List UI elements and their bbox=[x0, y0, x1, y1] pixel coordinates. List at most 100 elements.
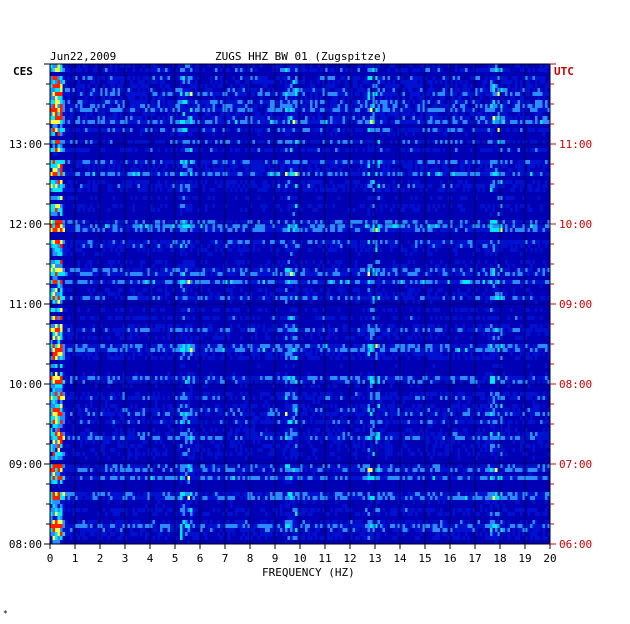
heat-cell bbox=[240, 160, 243, 164]
heat-cell bbox=[525, 240, 528, 244]
heat-cell bbox=[370, 204, 373, 208]
heat-cell bbox=[320, 104, 323, 108]
heat-cell bbox=[57, 220, 60, 224]
heat-cell bbox=[147, 164, 150, 168]
heat-cell bbox=[380, 96, 383, 100]
heat-cell bbox=[160, 228, 163, 232]
heat-cell bbox=[135, 104, 138, 108]
heat-cell bbox=[502, 224, 505, 228]
heat-cell bbox=[267, 172, 270, 176]
heat-cell bbox=[110, 116, 113, 120]
heat-cell bbox=[185, 172, 188, 176]
heat-cell bbox=[230, 268, 233, 272]
heat-cell bbox=[217, 120, 220, 124]
heat-cell bbox=[457, 240, 460, 244]
heat-cell bbox=[65, 172, 68, 176]
heat-cell bbox=[75, 128, 78, 132]
heat-cell bbox=[137, 188, 140, 192]
heat-cell bbox=[322, 100, 325, 104]
heat-cell bbox=[52, 276, 55, 280]
heat-cell bbox=[430, 120, 433, 124]
heat-cell bbox=[60, 68, 63, 72]
heat-cell bbox=[290, 128, 293, 132]
heat-cell bbox=[377, 140, 380, 144]
heat-cell bbox=[175, 148, 178, 152]
heat-cell bbox=[232, 120, 235, 124]
heat-cell bbox=[250, 280, 253, 284]
heat-cell bbox=[365, 96, 368, 100]
heat-cell bbox=[70, 188, 73, 192]
heat-cell bbox=[460, 204, 463, 208]
heat-cell bbox=[120, 108, 123, 112]
heat-cell bbox=[160, 68, 163, 72]
heat-cell bbox=[182, 244, 185, 248]
heat-cell bbox=[172, 112, 175, 116]
heat-cell bbox=[355, 244, 358, 248]
heat-cell bbox=[100, 76, 103, 80]
heat-cell bbox=[450, 104, 453, 108]
heat-cell bbox=[175, 280, 178, 284]
heat-cell bbox=[437, 100, 440, 104]
heat-cell bbox=[280, 104, 283, 108]
heat-cell bbox=[360, 84, 363, 88]
heat-cell bbox=[152, 120, 155, 124]
heat-cell bbox=[350, 116, 353, 120]
heat-cell bbox=[215, 172, 218, 176]
heat-cell bbox=[170, 228, 173, 232]
heat-cell bbox=[147, 108, 150, 112]
heat-cell bbox=[335, 120, 338, 124]
heat-cell bbox=[502, 184, 505, 188]
heat-cell bbox=[122, 120, 125, 124]
heat-cell bbox=[292, 280, 295, 284]
heat-cell bbox=[115, 204, 118, 208]
heat-cell bbox=[467, 224, 470, 228]
heat-cell bbox=[330, 84, 333, 88]
heat-cell bbox=[472, 64, 475, 68]
heat-cell bbox=[500, 160, 503, 164]
heat-cell bbox=[57, 276, 60, 280]
heat-cell bbox=[345, 220, 348, 224]
heat-cell bbox=[345, 280, 348, 284]
heat-cell bbox=[182, 184, 185, 188]
heat-cell bbox=[102, 120, 105, 124]
heat-cell bbox=[317, 196, 320, 200]
heat-cell bbox=[95, 128, 98, 132]
heat-cell bbox=[475, 240, 478, 244]
heat-cell bbox=[315, 100, 318, 104]
heat-cell bbox=[542, 108, 545, 112]
heat-cell bbox=[305, 280, 308, 284]
heat-cell bbox=[250, 96, 253, 100]
heat-cell bbox=[242, 68, 245, 72]
heat-cell bbox=[75, 148, 78, 152]
heat-cell bbox=[270, 100, 273, 104]
heat-cell bbox=[527, 228, 530, 232]
heat-cell bbox=[240, 248, 243, 252]
heat-cell bbox=[302, 120, 305, 124]
heat-cell bbox=[450, 108, 453, 112]
heat-cell bbox=[405, 272, 408, 276]
heat-cell bbox=[272, 68, 275, 72]
heat-cell bbox=[362, 160, 365, 164]
heat-cell bbox=[197, 116, 200, 120]
heat-cell bbox=[110, 184, 113, 188]
heat-cell bbox=[520, 188, 523, 192]
heat-cell bbox=[352, 172, 355, 176]
heat-cell bbox=[297, 228, 300, 232]
heat-cell bbox=[317, 80, 320, 84]
heat-cell bbox=[407, 80, 410, 84]
heat-cell bbox=[375, 280, 378, 284]
heat-cell bbox=[132, 64, 135, 68]
heat-cell bbox=[147, 240, 150, 244]
heat-cell bbox=[490, 220, 493, 224]
heat-cell bbox=[337, 80, 340, 84]
heat-cell bbox=[295, 80, 298, 84]
heat-cell bbox=[530, 84, 533, 88]
heat-cell bbox=[442, 184, 445, 188]
heat-cell bbox=[350, 172, 353, 176]
heat-cell bbox=[135, 116, 138, 120]
heat-cell bbox=[500, 224, 503, 228]
heat-cell bbox=[492, 228, 495, 232]
heat-cell bbox=[347, 148, 350, 152]
heat-cell bbox=[197, 104, 200, 108]
heat-cell bbox=[102, 68, 105, 72]
